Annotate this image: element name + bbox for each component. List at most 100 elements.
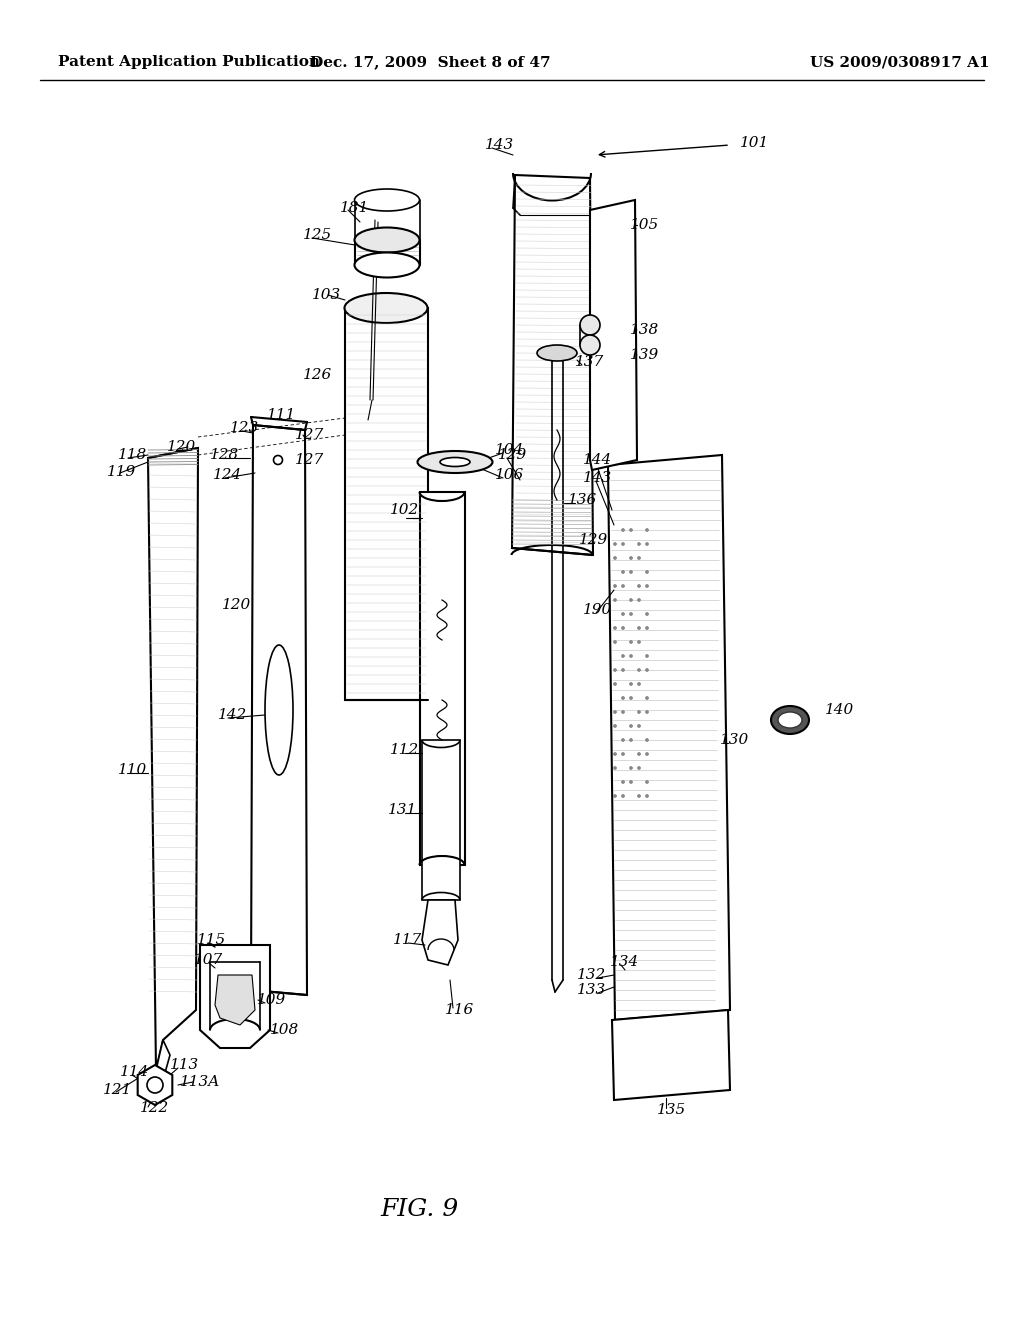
Polygon shape xyxy=(422,900,458,965)
Ellipse shape xyxy=(630,598,633,602)
Ellipse shape xyxy=(613,795,616,797)
Ellipse shape xyxy=(645,780,648,784)
Ellipse shape xyxy=(622,697,625,700)
Text: 127: 127 xyxy=(295,453,325,467)
Text: 102: 102 xyxy=(390,503,420,517)
Polygon shape xyxy=(156,1040,170,1080)
Ellipse shape xyxy=(622,528,625,532)
Text: 119: 119 xyxy=(108,465,136,479)
Ellipse shape xyxy=(645,543,648,545)
Ellipse shape xyxy=(638,710,640,714)
Text: 122: 122 xyxy=(140,1101,170,1115)
Text: 131: 131 xyxy=(388,803,418,817)
Text: FIG. 9: FIG. 9 xyxy=(381,1199,459,1221)
Ellipse shape xyxy=(273,455,283,465)
Polygon shape xyxy=(420,492,465,865)
Ellipse shape xyxy=(778,711,802,729)
Ellipse shape xyxy=(622,585,625,587)
Polygon shape xyxy=(512,176,593,554)
Text: 112: 112 xyxy=(390,743,420,756)
Text: 140: 140 xyxy=(825,704,855,717)
Text: 121: 121 xyxy=(103,1082,133,1097)
Ellipse shape xyxy=(622,668,625,672)
Ellipse shape xyxy=(645,668,648,672)
Ellipse shape xyxy=(638,543,640,545)
Text: 114: 114 xyxy=(121,1065,150,1078)
Text: 106: 106 xyxy=(496,469,524,482)
Ellipse shape xyxy=(613,752,616,755)
Text: 144: 144 xyxy=(584,453,612,467)
Text: 129: 129 xyxy=(499,447,527,462)
Text: 104: 104 xyxy=(496,444,524,457)
Ellipse shape xyxy=(418,451,493,473)
Ellipse shape xyxy=(638,585,640,587)
Ellipse shape xyxy=(613,682,616,685)
Text: 108: 108 xyxy=(270,1023,300,1038)
Ellipse shape xyxy=(638,795,640,797)
Ellipse shape xyxy=(645,710,648,714)
Text: 101: 101 xyxy=(740,136,770,150)
Ellipse shape xyxy=(630,528,633,532)
Ellipse shape xyxy=(613,598,616,602)
Ellipse shape xyxy=(580,335,600,355)
Text: 103: 103 xyxy=(312,288,342,302)
Ellipse shape xyxy=(613,710,616,714)
Text: 117: 117 xyxy=(393,933,423,946)
Ellipse shape xyxy=(630,612,633,615)
Ellipse shape xyxy=(630,780,633,784)
Text: 120: 120 xyxy=(167,440,197,454)
Ellipse shape xyxy=(645,655,648,657)
Ellipse shape xyxy=(645,795,648,797)
Ellipse shape xyxy=(622,752,625,755)
Ellipse shape xyxy=(613,543,616,545)
Text: 143: 143 xyxy=(584,471,612,484)
Ellipse shape xyxy=(638,682,640,685)
Polygon shape xyxy=(590,201,637,470)
Text: 132: 132 xyxy=(578,968,606,982)
Ellipse shape xyxy=(354,189,420,211)
Text: 181: 181 xyxy=(340,201,370,215)
Ellipse shape xyxy=(537,345,577,360)
Ellipse shape xyxy=(630,640,633,644)
Text: 134: 134 xyxy=(610,954,640,969)
Text: 138: 138 xyxy=(631,323,659,337)
Ellipse shape xyxy=(638,640,640,644)
Text: 113A: 113A xyxy=(180,1074,220,1089)
Text: 120: 120 xyxy=(222,598,252,612)
Ellipse shape xyxy=(613,725,616,727)
Text: 110: 110 xyxy=(119,763,147,777)
Ellipse shape xyxy=(265,645,293,775)
Text: 139: 139 xyxy=(631,348,659,362)
Text: Dec. 17, 2009  Sheet 8 of 47: Dec. 17, 2009 Sheet 8 of 47 xyxy=(309,55,550,69)
Text: 105: 105 xyxy=(631,218,659,232)
Ellipse shape xyxy=(622,780,625,784)
Ellipse shape xyxy=(630,697,633,700)
Polygon shape xyxy=(608,455,730,1020)
Text: 113: 113 xyxy=(170,1059,200,1072)
Text: 135: 135 xyxy=(657,1104,687,1117)
Text: 133: 133 xyxy=(578,983,606,997)
Text: 128: 128 xyxy=(210,447,240,462)
Ellipse shape xyxy=(613,627,616,630)
Ellipse shape xyxy=(613,585,616,587)
Ellipse shape xyxy=(354,227,420,252)
Polygon shape xyxy=(345,308,428,700)
Ellipse shape xyxy=(638,752,640,755)
Ellipse shape xyxy=(771,706,809,734)
Text: 125: 125 xyxy=(303,228,333,242)
Ellipse shape xyxy=(630,557,633,560)
Text: US 2009/0308917 A1: US 2009/0308917 A1 xyxy=(810,55,990,69)
Ellipse shape xyxy=(630,767,633,770)
Ellipse shape xyxy=(638,627,640,630)
Text: 116: 116 xyxy=(445,1003,475,1016)
Polygon shape xyxy=(422,741,460,900)
Text: Patent Application Publication: Patent Application Publication xyxy=(58,55,319,69)
Ellipse shape xyxy=(645,585,648,587)
Ellipse shape xyxy=(645,612,648,615)
Text: 123: 123 xyxy=(230,421,260,436)
Text: 118: 118 xyxy=(119,447,147,462)
Ellipse shape xyxy=(638,767,640,770)
Text: 124: 124 xyxy=(213,469,243,482)
Ellipse shape xyxy=(638,557,640,560)
Text: 126: 126 xyxy=(303,368,333,381)
